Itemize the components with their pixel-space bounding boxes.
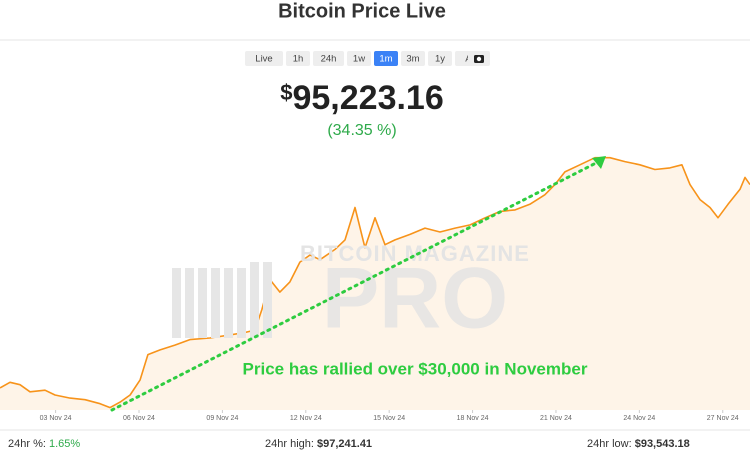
x-tick-label: 21 Nov 24 (540, 415, 572, 422)
range-button-label[interactable]: 1m (379, 54, 392, 65)
range-button[interactable] (286, 51, 310, 66)
x-tick-label: 12 Nov 24 (290, 415, 322, 422)
watermark-logo (172, 262, 272, 338)
area-fill (0, 157, 750, 410)
x-tick-label: 18 Nov 24 (457, 415, 489, 422)
range-button[interactable] (401, 51, 425, 66)
range-button[interactable] (313, 51, 344, 66)
watermark-top: BITCOIN MAGAZINE (300, 241, 530, 266)
range-button-label[interactable]: 1w (353, 54, 365, 65)
x-tick-label: 15 Nov 24 (373, 415, 405, 422)
plot: 03 Nov 24 06 Nov 24 09 Nov 24 12 Nov 24 15 N… (0, 156, 750, 422)
currency: $ (280, 80, 292, 105)
x-tick-label: 09 Nov 24 (206, 415, 238, 422)
x-tick-label: 27 Nov 24 (707, 415, 739, 422)
range-button[interactable] (347, 51, 371, 66)
x-tick-label: 03 Nov 24 (40, 415, 72, 422)
price-change: (34.35 %) (327, 122, 396, 139)
range-button-label[interactable]: 1h (293, 54, 304, 65)
label: 24hr %: (8, 438, 46, 450)
price: $95,223.16 (280, 79, 444, 117)
range-button[interactable] (245, 51, 283, 66)
camera-lens (476, 56, 482, 62)
arrow-head (592, 156, 606, 169)
trend-arrow (110, 160, 600, 412)
range-button-label[interactable]: 3m (406, 54, 419, 65)
amount: 95,223.16 (292, 79, 443, 117)
x-tick-label: 24 Nov 24 (623, 415, 655, 422)
annotation: Price has rallied over $30,000 in Novemb… (243, 359, 588, 378)
price-line (0, 156, 750, 409)
footer-low: 24hr low: $93,543.18 (587, 438, 690, 450)
watermark-bottom: PRO (322, 251, 508, 347)
range-buttons: Live1h24h1w1m3m1yAll (245, 51, 486, 66)
range-button-label[interactable]: 24h (321, 54, 337, 65)
footer-high: 24hr high: $97,241.41 (265, 438, 372, 450)
range-button[interactable] (428, 51, 452, 66)
label: 24hr high: (265, 438, 314, 450)
footer-change: 24hr %: 1.65% (8, 438, 80, 450)
range-button-label[interactable]: 1y (435, 54, 445, 65)
label: 24hr low: (587, 438, 632, 450)
value: 1.65% (49, 438, 80, 450)
value: $97,241.41 (317, 438, 372, 450)
range-button-label[interactable]: Live (255, 54, 272, 65)
x-tick-label: 06 Nov 24 (123, 415, 155, 422)
title: Bitcoin Price Live (278, 0, 446, 22)
range-button[interactable] (374, 51, 398, 66)
value: $93,543.18 (635, 438, 690, 450)
